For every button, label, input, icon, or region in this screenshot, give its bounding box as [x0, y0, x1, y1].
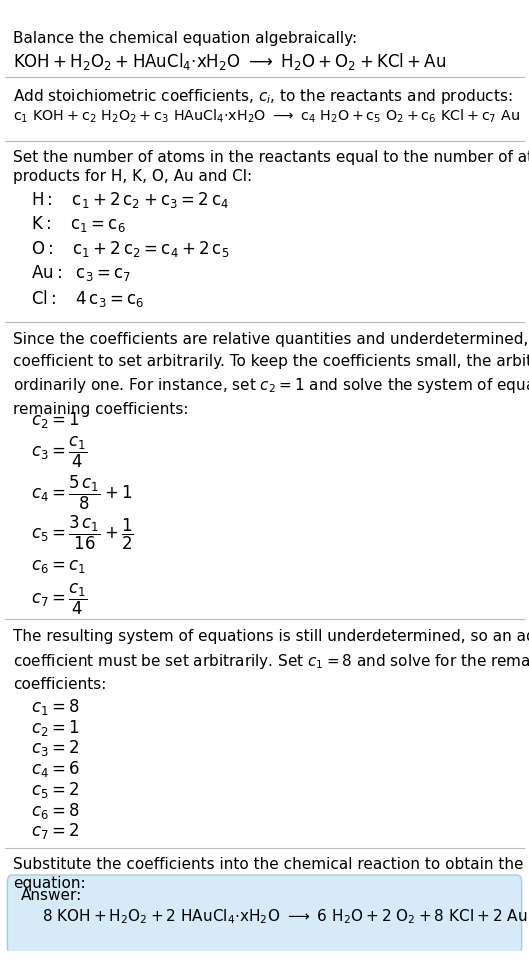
Text: The resulting system of equations is still underdetermined, so an additional
coe: The resulting system of equations is sti…	[13, 628, 529, 692]
Text: $c_3 = \dfrac{c_1}{4}$: $c_3 = \dfrac{c_1}{4}$	[31, 434, 88, 470]
Text: $c_5 = 2$: $c_5 = 2$	[31, 779, 80, 799]
Text: $c_3 = 2$: $c_3 = 2$	[31, 738, 80, 757]
Text: $\mathrm{KOH + H_2O_2 + HAuCl_4{\cdot}xH_2O \ \longrightarrow \ H_2O + O_2 + KCl: $\mathrm{KOH + H_2O_2 + HAuCl_4{\cdot}xH…	[13, 51, 446, 72]
FancyBboxPatch shape	[7, 875, 522, 954]
Text: Set the number of atoms in the reactants equal to the number of atoms in the: Set the number of atoms in the reactants…	[13, 150, 529, 165]
Text: $\mathrm{H{:}\ \ \ c_1 + 2\,c_2 + c_3 = 2\,c_4}$: $\mathrm{H{:}\ \ \ c_1 + 2\,c_2 + c_3 = …	[31, 189, 230, 209]
Text: $c_4 = 6$: $c_4 = 6$	[31, 758, 80, 778]
Text: $c_4 = \dfrac{5\,c_1}{8} + 1$: $c_4 = \dfrac{5\,c_1}{8} + 1$	[31, 473, 133, 511]
Text: $\mathrm{O{:}\ \ \ c_1 + 2\,c_2 = c_4 + 2\,c_5}$: $\mathrm{O{:}\ \ \ c_1 + 2\,c_2 = c_4 + …	[31, 238, 230, 259]
Text: $\mathrm{Au{:}\ \ c_3 = c_7}$: $\mathrm{Au{:}\ \ c_3 = c_7}$	[31, 263, 131, 283]
Text: products for H, K, O, Au and Cl:: products for H, K, O, Au and Cl:	[13, 169, 252, 184]
Text: Since the coefficients are relative quantities and underdetermined, choose a
coe: Since the coefficients are relative quan…	[13, 332, 529, 416]
Text: $c_7 = \dfrac{c_1}{4}$: $c_7 = \dfrac{c_1}{4}$	[31, 581, 88, 616]
Text: Add stoichiometric coefficients, $c_i$, to the reactants and products:: Add stoichiometric coefficients, $c_i$, …	[13, 86, 513, 106]
Text: $c_2 = 1$: $c_2 = 1$	[31, 717, 80, 737]
Text: Balance the chemical equation algebraically:: Balance the chemical equation algebraica…	[13, 32, 357, 46]
Text: $\mathrm{c_1\ KOH + c_2\ H_2O_2 + c_3\ HAuCl_4{\cdot}xH_2O \ \longrightarrow \ c: $\mathrm{c_1\ KOH + c_2\ H_2O_2 + c_3\ H…	[13, 108, 520, 125]
Text: Answer:: Answer:	[21, 887, 82, 902]
Text: equation:: equation:	[13, 875, 86, 890]
Text: $\mathrm{K{:}\ \ \ c_1 = c_6}$: $\mathrm{K{:}\ \ \ c_1 = c_6}$	[31, 214, 126, 234]
Text: $c_6 = c_1$: $c_6 = c_1$	[31, 556, 86, 575]
Text: $c_6 = 8$: $c_6 = 8$	[31, 800, 80, 820]
Text: $c_2 = 1$: $c_2 = 1$	[31, 410, 80, 430]
Text: $c_7 = 2$: $c_7 = 2$	[31, 821, 80, 841]
Text: Substitute the coefficients into the chemical reaction to obtain the balanced: Substitute the coefficients into the che…	[13, 856, 529, 872]
Text: $\mathrm{8\ KOH + H_2O_2 + 2\ HAuCl_4{\cdot}xH_2O \ \longrightarrow \ 6\ H_2O + : $\mathrm{8\ KOH + H_2O_2 + 2\ HAuCl_4{\c…	[42, 906, 527, 924]
Text: $c_1 = 8$: $c_1 = 8$	[31, 696, 80, 716]
Text: $\mathrm{Cl{:}\ \ \ 4\,c_3 = c_6}$: $\mathrm{Cl{:}\ \ \ 4\,c_3 = c_6}$	[31, 287, 144, 308]
Text: $c_5 = \dfrac{3\,c_1}{16} + \dfrac{1}{2}$: $c_5 = \dfrac{3\,c_1}{16} + \dfrac{1}{2}…	[31, 513, 134, 552]
